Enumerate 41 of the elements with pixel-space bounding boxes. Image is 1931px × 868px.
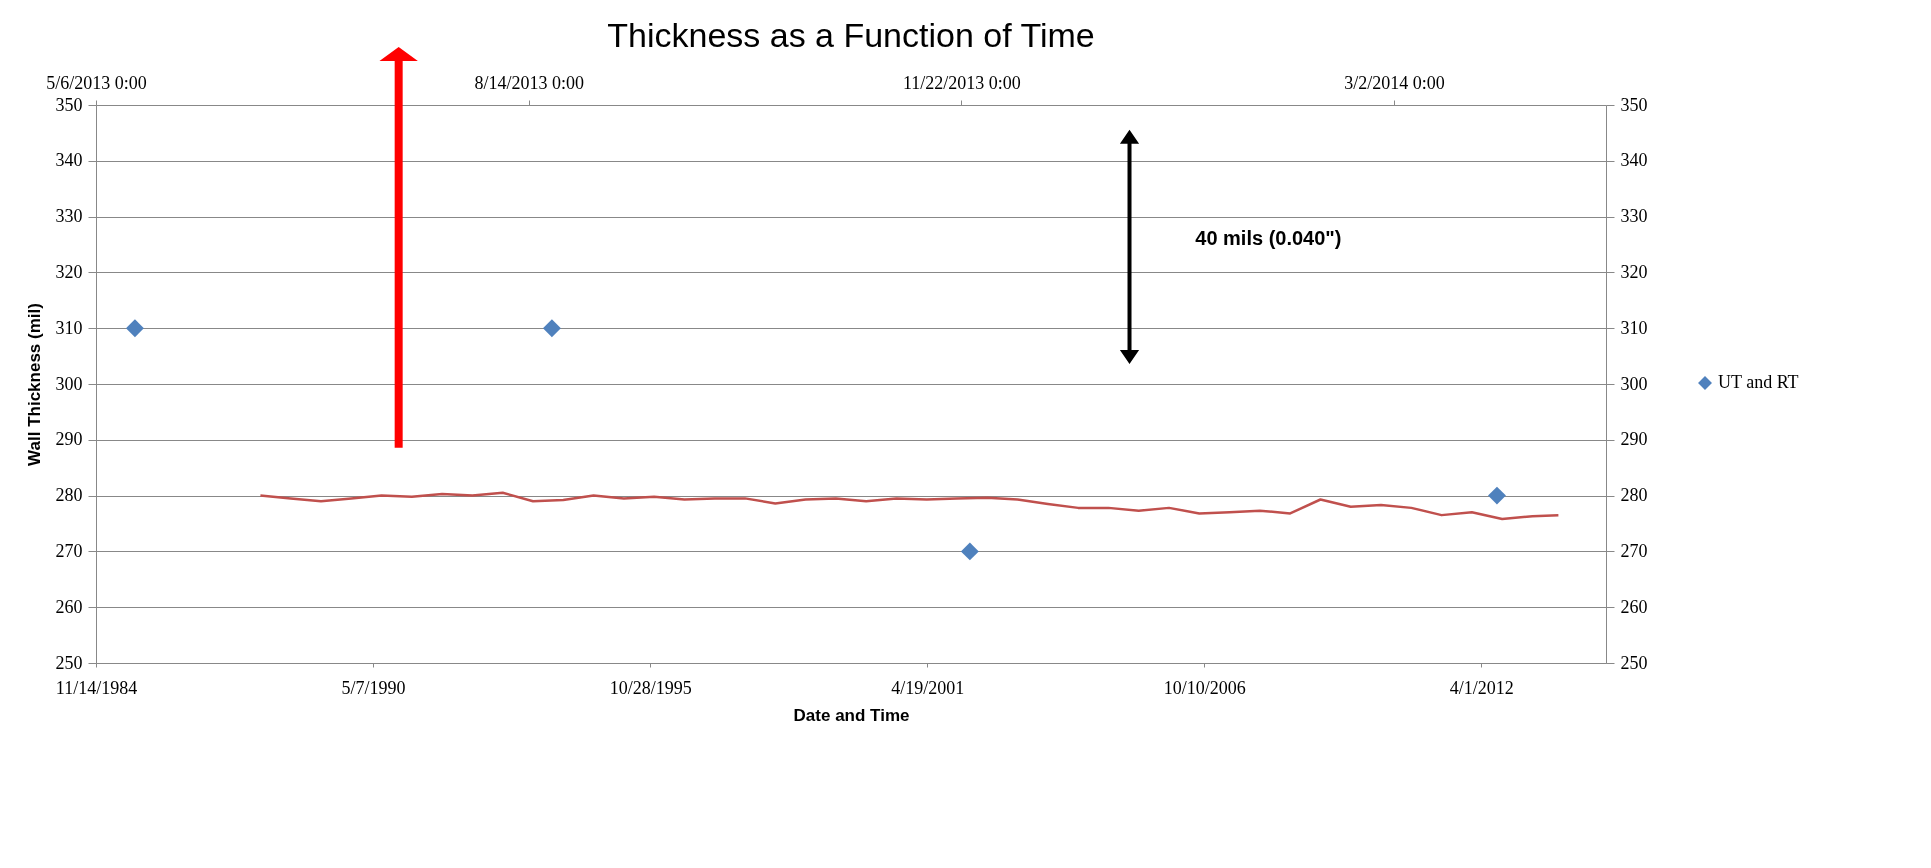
x-tick-label: 10/28/1995 xyxy=(609,677,692,698)
y2-tick-label: 330 xyxy=(1620,206,1648,227)
x2-tick-label: 8/14/2013 0:00 xyxy=(474,72,584,93)
y-tick-label: 250 xyxy=(55,652,83,673)
y-tick-label: 330 xyxy=(55,206,83,227)
x-axis-title: Date and Time xyxy=(793,705,910,725)
y-tick-label: 280 xyxy=(55,485,83,506)
y-tick-label: 310 xyxy=(55,317,83,338)
y-tick-label: 290 xyxy=(55,429,83,450)
chart-title: Thickness as a Function of Time xyxy=(607,16,1095,54)
y-tick-label: 270 xyxy=(55,540,83,561)
y2-tick-label: 350 xyxy=(1620,94,1648,115)
y2-tick-label: 280 xyxy=(1620,485,1648,506)
x-tick-label: 10/10/2006 xyxy=(1163,677,1246,698)
x-tick-label: 11/14/1984 xyxy=(55,677,138,698)
x2-tick-label: 5/6/2013 0:00 xyxy=(46,72,147,93)
annotation: 40 mils (0.040") xyxy=(1195,226,1342,249)
point xyxy=(125,319,144,338)
y2-tick-label: 270 xyxy=(1620,540,1648,561)
y-tick-label: 320 xyxy=(55,261,83,282)
y2-tick-label: 250 xyxy=(1620,652,1648,673)
y2-tick-label: 300 xyxy=(1620,373,1648,394)
y2-tick-label: 320 xyxy=(1620,261,1648,282)
y2-tick-label: 290 xyxy=(1620,429,1648,450)
y2-tick-label: 340 xyxy=(1620,150,1648,171)
y2-tick-label: 310 xyxy=(1620,317,1648,338)
y-tick-label: 260 xyxy=(55,596,83,617)
point xyxy=(960,542,979,561)
y-tick-label: 350 xyxy=(55,94,83,115)
y-axis-title: Wall Thickness (mil) xyxy=(24,303,44,466)
y-tick-label: 300 xyxy=(55,373,83,394)
x-tick-label: 4/19/2001 xyxy=(891,677,965,698)
point xyxy=(542,319,561,338)
legend-label: UT and RT xyxy=(1718,372,1799,392)
y-tick-label: 340 xyxy=(55,150,83,171)
x2-tick-label: 3/2/2014 0:00 xyxy=(1344,72,1445,93)
x-tick-label: 5/7/1990 xyxy=(341,677,406,698)
x-tick-label: 4/1/2012 xyxy=(1449,677,1514,698)
point xyxy=(1488,486,1506,505)
y2-tick-label: 260 xyxy=(1620,596,1648,617)
x2-tick-label: 11/22/2013 0:00 xyxy=(902,72,1021,93)
